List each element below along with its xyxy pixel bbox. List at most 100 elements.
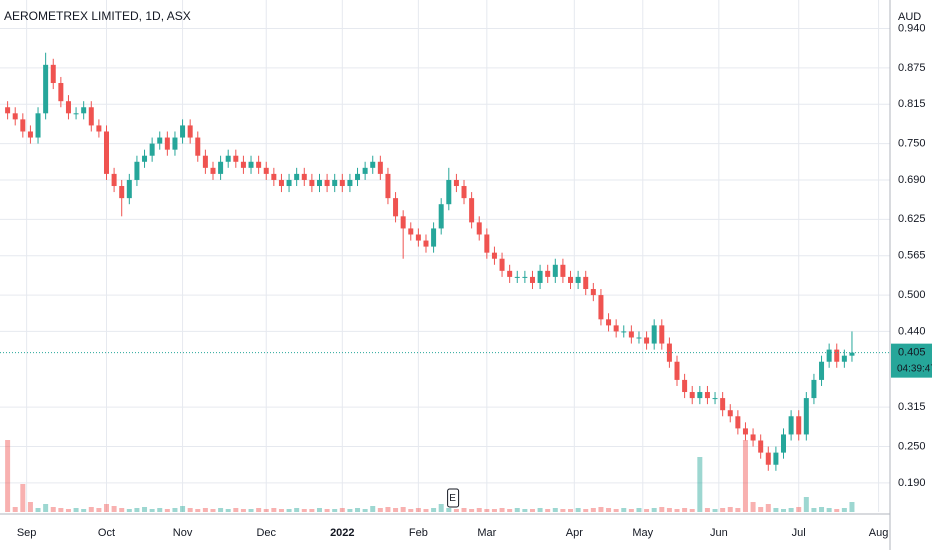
volume-bar bbox=[27, 502, 33, 512]
candle-body bbox=[674, 361, 680, 380]
volume-bar bbox=[126, 509, 132, 512]
volume-bar bbox=[788, 508, 794, 512]
candle-body bbox=[720, 398, 726, 411]
candle-body bbox=[590, 289, 596, 296]
volume-bar bbox=[96, 508, 102, 512]
volume-bar bbox=[263, 509, 269, 512]
candle-body bbox=[796, 416, 802, 435]
candle-body bbox=[514, 276, 520, 278]
volume-bar bbox=[727, 507, 733, 512]
candle-body bbox=[446, 179, 452, 205]
candle-body bbox=[781, 434, 787, 453]
volume-bar bbox=[210, 509, 216, 512]
candle-body bbox=[103, 131, 109, 174]
candle-body bbox=[339, 179, 345, 187]
candle-body bbox=[758, 440, 764, 453]
currency-label: AUD bbox=[898, 11, 921, 23]
volume-bar bbox=[12, 507, 18, 512]
volume-bar bbox=[278, 509, 284, 512]
candle-body bbox=[157, 137, 163, 144]
candle-body bbox=[301, 173, 307, 180]
candle-body bbox=[225, 155, 231, 162]
volume-bar bbox=[469, 509, 475, 512]
candle-body bbox=[210, 167, 216, 174]
volume-bar bbox=[423, 509, 429, 512]
volume-bar bbox=[58, 508, 64, 512]
volume-bar bbox=[149, 509, 155, 512]
x-tick-label: Jun bbox=[710, 527, 728, 539]
candle-body bbox=[529, 276, 535, 283]
volume-bar bbox=[750, 502, 756, 512]
volume-bar bbox=[453, 509, 459, 512]
volume-bar bbox=[50, 507, 56, 512]
candle-body bbox=[788, 416, 794, 435]
volume-bar bbox=[651, 508, 657, 512]
candle-body bbox=[240, 161, 246, 168]
candle-body bbox=[765, 452, 771, 465]
volume-bar bbox=[606, 508, 612, 512]
volume-bar bbox=[704, 508, 710, 512]
candle-body bbox=[575, 276, 581, 283]
candle-body bbox=[704, 392, 710, 399]
volume-bar bbox=[240, 509, 246, 512]
candle-body bbox=[697, 392, 703, 399]
volume-bar bbox=[218, 508, 224, 512]
volume-bar bbox=[720, 508, 726, 512]
candle-body bbox=[834, 349, 840, 362]
volume-bar bbox=[393, 508, 399, 512]
candle-body bbox=[172, 137, 178, 150]
candle-body bbox=[415, 234, 421, 241]
volume-bar bbox=[408, 509, 414, 512]
last-price-label: 0.405 bbox=[898, 347, 926, 359]
candle-body bbox=[316, 179, 322, 187]
volume-bar bbox=[347, 509, 353, 512]
volume-bar bbox=[377, 508, 383, 512]
candle-body bbox=[5, 107, 11, 114]
volume-bar bbox=[742, 440, 748, 512]
volume-bar bbox=[697, 457, 703, 512]
candle-body bbox=[583, 276, 589, 290]
candle-body bbox=[309, 179, 315, 187]
candle-body bbox=[727, 410, 733, 417]
volume-bar bbox=[811, 508, 817, 512]
x-tick-label: Apr bbox=[566, 527, 583, 539]
volume-bar bbox=[88, 507, 94, 512]
candle-body bbox=[438, 204, 444, 229]
candle-body bbox=[491, 252, 497, 259]
candle-body bbox=[271, 173, 277, 180]
y-tick-label: 0.625 bbox=[898, 213, 926, 225]
candle-body bbox=[613, 325, 619, 332]
volume-bar bbox=[796, 507, 802, 512]
candle-body bbox=[126, 179, 132, 199]
candle-body bbox=[461, 186, 467, 199]
volume-bar bbox=[590, 508, 596, 512]
volume-bar bbox=[834, 509, 840, 512]
countdown-label: 04:39:47 bbox=[897, 363, 932, 374]
candle-body bbox=[81, 107, 87, 114]
candle-body bbox=[841, 355, 847, 362]
candle-body bbox=[164, 137, 170, 150]
volume-bar bbox=[773, 508, 779, 512]
volume-bar bbox=[324, 509, 330, 512]
volume-bar bbox=[552, 508, 558, 512]
volume-bar bbox=[507, 509, 513, 512]
y-tick-label: 0.940 bbox=[898, 22, 926, 34]
x-tick-label: Oct bbox=[98, 527, 115, 539]
candle-body bbox=[370, 161, 376, 168]
volume-bar bbox=[682, 508, 688, 512]
volume-bar bbox=[758, 507, 764, 512]
volume-bar bbox=[803, 497, 809, 512]
candle-body bbox=[355, 173, 361, 180]
candle-body bbox=[12, 113, 18, 120]
volume-bar bbox=[309, 509, 315, 512]
earnings-marker-box[interactable] bbox=[447, 488, 460, 508]
volume-bar bbox=[370, 506, 376, 512]
candle-body bbox=[73, 113, 79, 115]
candle-body bbox=[180, 125, 186, 138]
volume-bar bbox=[826, 508, 832, 512]
candle-body bbox=[598, 295, 604, 320]
volume-bar bbox=[735, 508, 741, 512]
volume-bar bbox=[172, 508, 178, 512]
candle-body bbox=[568, 276, 574, 283]
